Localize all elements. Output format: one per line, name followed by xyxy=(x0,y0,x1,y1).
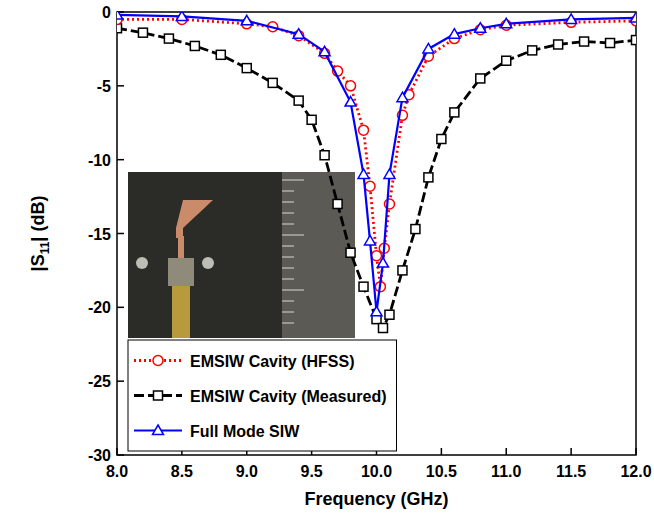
series-marker xyxy=(475,23,486,32)
series-marker xyxy=(384,169,395,179)
series-marker xyxy=(359,125,369,135)
y-tick-label: -25 xyxy=(88,373,111,390)
y-tick-label: 0 xyxy=(102,4,111,21)
legend-label: EMSIW Cavity (Measured) xyxy=(190,388,386,405)
series-marker xyxy=(319,46,330,56)
y-tick xyxy=(117,233,124,235)
series-marker xyxy=(398,266,407,275)
y-tick xyxy=(117,307,124,309)
series-marker xyxy=(190,41,199,50)
x-tick xyxy=(441,448,443,455)
legend-marker xyxy=(153,425,164,435)
x-tick xyxy=(506,448,508,455)
x-tick-label: 12.0 xyxy=(620,463,651,480)
x-tick xyxy=(635,448,637,455)
series-marker xyxy=(606,39,615,48)
series-marker xyxy=(580,37,589,46)
x-tick-label: 11.0 xyxy=(491,463,521,480)
series-marker xyxy=(365,181,375,191)
series-marker xyxy=(397,92,408,102)
series-marker xyxy=(293,29,304,39)
y-tick-label: -10 xyxy=(88,152,111,169)
series-marker xyxy=(411,225,420,234)
series-marker xyxy=(424,173,433,182)
series-marker xyxy=(423,43,434,53)
x-tick xyxy=(116,448,118,455)
series-marker xyxy=(566,14,577,24)
x-tick-label: 8.5 xyxy=(171,463,193,480)
y-axis-label: |S11| (dB) xyxy=(28,196,52,272)
y-tick xyxy=(117,380,124,382)
series-marker xyxy=(450,108,459,117)
series-marker xyxy=(476,74,485,83)
series-marker xyxy=(502,56,511,65)
series-marker xyxy=(554,40,563,49)
x-tick-label: 9.5 xyxy=(301,463,323,480)
legend-marker xyxy=(154,391,163,400)
series-marker xyxy=(631,12,637,21)
inset-photo xyxy=(128,172,355,338)
series-marker xyxy=(268,78,277,87)
series-marker xyxy=(320,151,329,160)
series-marker xyxy=(333,199,342,208)
series-marker xyxy=(501,18,512,28)
series-marker xyxy=(346,248,355,257)
legend-box xyxy=(128,340,396,451)
series-line xyxy=(117,28,636,328)
chart: 8.0 8.5 9.0 9.5 10.0 10.5 11.0 11.5 12.0 0 -5 -10 -1… xyxy=(0,0,654,522)
y-tick-label: -5 xyxy=(97,78,111,95)
series-line xyxy=(117,19,636,286)
series-marker xyxy=(371,306,382,316)
x-tick xyxy=(570,448,572,455)
series-marker xyxy=(216,50,225,59)
series-marker xyxy=(345,97,356,107)
series-marker xyxy=(528,46,537,55)
legend-label: Full Mode SIW xyxy=(190,423,300,440)
y-tick xyxy=(117,454,124,456)
x-tick-label: 10.0 xyxy=(361,463,392,480)
series-marker xyxy=(449,29,460,39)
series-marker xyxy=(307,115,316,124)
x-tick-label: 10.5 xyxy=(426,463,457,480)
legend: EMSIW Cavity (HFSS) EMSIW Cavity (Measure… xyxy=(128,340,396,451)
x-tick-label: 11.5 xyxy=(556,463,586,480)
series-marker xyxy=(372,251,382,261)
series-marker xyxy=(358,169,369,179)
series-marker xyxy=(378,324,387,333)
y-tick-label: -20 xyxy=(88,299,111,316)
plot-frame xyxy=(117,12,636,455)
legend-label: EMSIW Cavity (HFSS) xyxy=(190,353,354,370)
series-marker xyxy=(365,235,376,245)
series-marker xyxy=(241,15,252,25)
data-layer xyxy=(117,12,636,333)
series-marker xyxy=(377,258,388,268)
series-marker xyxy=(385,310,394,319)
x-tick-label: 8.0 xyxy=(106,463,128,480)
series-marker xyxy=(359,282,368,291)
series-marker xyxy=(632,36,637,45)
series-marker xyxy=(437,134,446,143)
series-marker xyxy=(138,28,147,37)
series-marker xyxy=(294,96,303,105)
x-axis-label: Frequency (GHz) xyxy=(304,489,448,509)
series-marker xyxy=(117,12,123,19)
y-tick xyxy=(117,159,124,161)
legend-marker xyxy=(153,356,163,366)
y-tick xyxy=(117,85,124,87)
y-tick-label: -15 xyxy=(88,226,111,243)
series-marker xyxy=(346,81,356,91)
x-tick-label: 9.0 xyxy=(236,463,258,480)
series-marker xyxy=(242,64,251,73)
series-marker xyxy=(176,12,187,20)
y-tick-label: -30 xyxy=(88,447,111,464)
series-line xyxy=(117,15,636,312)
series-marker xyxy=(164,34,173,43)
